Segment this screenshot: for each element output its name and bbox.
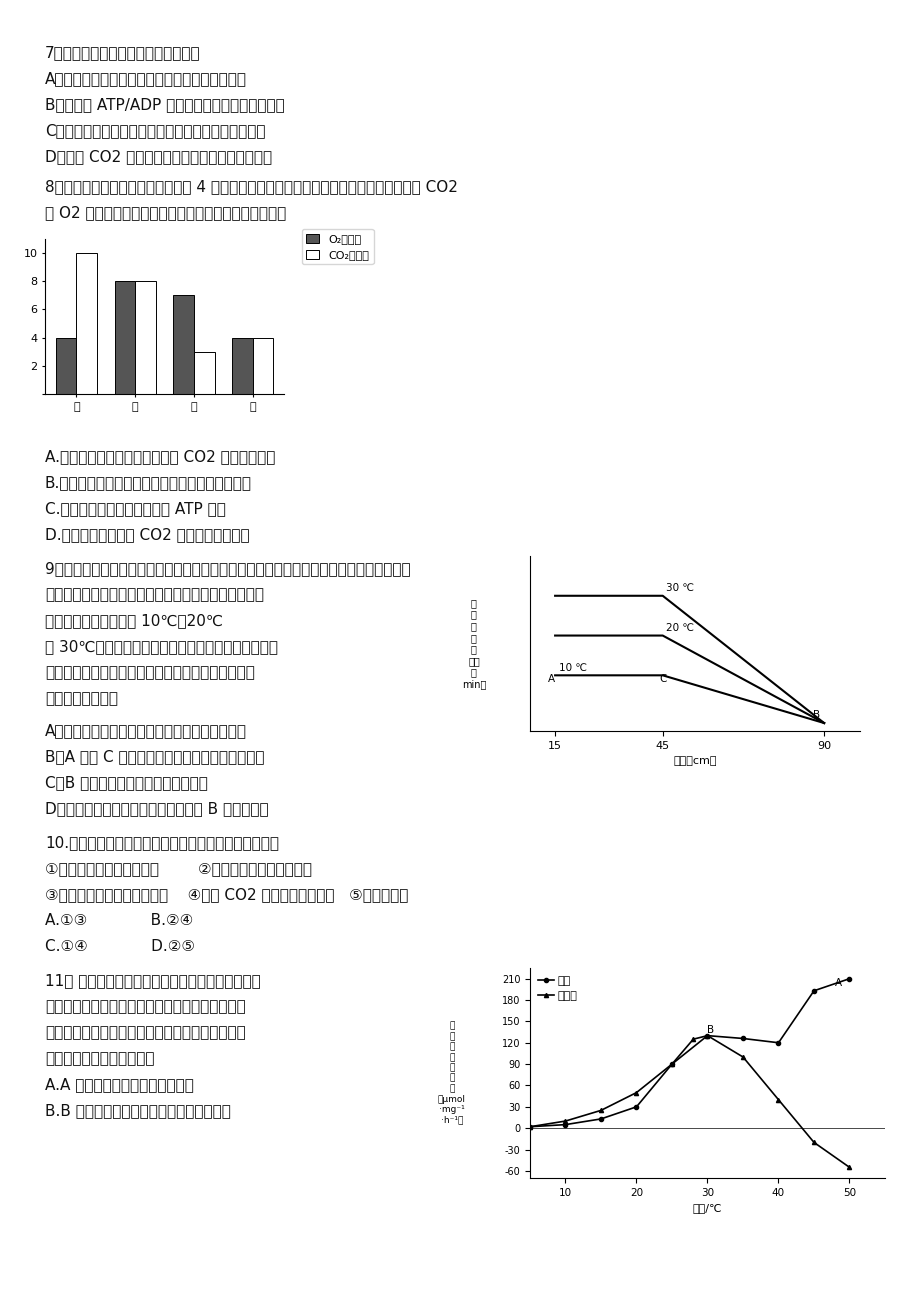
Line: 黑暗下: 黑暗下	[528, 1034, 851, 1169]
黑暗下	[630, 1085, 641, 1100]
黑暗下	[772, 1092, 783, 1108]
黑暗下	[737, 1049, 748, 1065]
黑暗下	[665, 1056, 676, 1072]
Text: 和 O2 体积变化的相对値如下图。下列叙述正确的是（）: 和 O2 体积变化的相对値如下图。下列叙述正确的是（）	[45, 204, 286, 220]
Text: D．若在缺镁的培养液中进行此实验则 B 点向右移动: D．若在缺镁的培养液中进行此实验则 B 点向右移动	[45, 801, 268, 816]
Legend: 光下, 黑暗下: 光下, 黑暗下	[535, 974, 579, 1004]
Text: D．检测 CO2 产生可判断乳酸菌是否进行细胞呼吸: D．检测 CO2 产生可判断乳酸菌是否进行细胞呼吸	[45, 148, 272, 164]
Text: 离体发菜细胞的光合与呼吸速率的影响，结果如右: 离体发菜细胞的光合与呼吸速率的影响，结果如右	[45, 1025, 245, 1040]
Text: B．细胞中 ATP/ADP 的比値下降，可促进细胞呼吸: B．细胞中 ATP/ADP 的比値下降，可促进细胞呼吸	[45, 98, 285, 112]
黑暗下	[808, 1134, 819, 1150]
Text: 20 ℃: 20 ℃	[665, 622, 694, 633]
光下	[701, 1027, 712, 1043]
Text: B．A 点和 C 点的限制因素分别为温度和光照强度: B．A 点和 C 点的限制因素分别为温度和光照强度	[45, 749, 265, 764]
Text: C．线粒体均匀分布在细胞质中，完成细胞呼吸全过程: C．线粒体均匀分布在细胞质中，完成细胞呼吸全过程	[45, 122, 266, 138]
Text: 叙述错误的是（）: 叙述错误的是（）	[45, 691, 118, 706]
Text: C: C	[658, 673, 665, 684]
Text: B: B	[812, 711, 820, 720]
Bar	[135, 281, 155, 395]
Text: 枝条产生的气泡数目，结果如右下图所示。下列相关: 枝条产生的气泡数目，结果如右下图所示。下列相关	[45, 665, 255, 680]
光下	[737, 1031, 748, 1047]
Bar	[56, 337, 76, 395]
光下	[560, 1117, 571, 1133]
Text: B.B 点时发菜细胞光合速率与呼吸速率相等: B.B 点时发菜细胞光合速率与呼吸速率相等	[45, 1103, 231, 1118]
Text: A.①③             B.②④: A.①③ B.②④	[45, 913, 193, 928]
Text: A: A	[834, 978, 842, 988]
光下	[808, 983, 819, 999]
Bar	[115, 281, 135, 395]
黑暗下	[560, 1113, 571, 1129]
黑暗下	[843, 1160, 854, 1176]
Text: A．该实验研究光照强度和温度对光合速率的影响: A．该实验研究光照强度和温度对光合速率的影响	[45, 723, 246, 738]
Bar	[76, 253, 96, 395]
Text: B: B	[707, 1026, 714, 1035]
X-axis label: 温度/℃: 温度/℃	[692, 1203, 721, 1213]
Text: 和 30℃下进行实验，观察并记录不同距离下单位时间: 和 30℃下进行实验，观察并记录不同距离下单位时间	[45, 639, 278, 654]
Text: 11、 科学家从发菜中分离出发菜细胞进行液体悬浮: 11、 科学家从发菜中分离出发菜细胞进行液体悬浮	[45, 973, 260, 988]
光下	[595, 1111, 606, 1126]
Bar	[173, 296, 194, 395]
Text: C．B 点条件下伊乐藻能进行光合作用: C．B 点条件下伊乐藻能进行光合作用	[45, 775, 208, 790]
Text: 气
泡
产
生
量
（个
／
min）: 气 泡 产 生 量 （个 ／ min）	[461, 598, 485, 689]
Text: 7、下列关于细胞呼吸的叙述正确的是: 7、下列关于细胞呼吸的叙述正确的是	[45, 46, 200, 60]
Text: B.乙条件下，有氧呼吸比无氧呼吸消耗的葡萄糖多: B.乙条件下，有氧呼吸比无氧呼吸消耗的葡萄糖多	[45, 475, 252, 490]
Text: A．细胞呼吸是分解有机物，释放大量能量的过程: A．细胞呼吸是分解有机物，释放大量能量的过程	[45, 72, 246, 86]
Text: A: A	[548, 673, 554, 684]
Text: A.A 点时发菜细胞不进行光合作用: A.A 点时发菜细胞不进行光合作用	[45, 1077, 194, 1092]
Text: 10 ℃: 10 ℃	[558, 663, 586, 673]
Text: 吸
氧
和
放
氧
速
率
（μmol
·mg⁻¹
·h⁻¹）: 吸 氧 和 放 氧 速 率 （μmol ·mg⁻¹ ·h⁻¹）	[437, 1022, 465, 1125]
Text: 30 ℃: 30 ℃	[665, 583, 694, 592]
Text: 10.关于光合作用和化能合成作用的叙述，正确的是（）: 10.关于光合作用和化能合成作用的叙述，正确的是（）	[45, 835, 278, 850]
黑暗下	[595, 1103, 606, 1118]
Text: ①都属异养生物的营养方式        ②都属自养生物的营养方式: ①都属异养生物的营养方式 ②都属自养生物的营养方式	[45, 861, 312, 876]
Line: 光下: 光下	[528, 976, 851, 1129]
黑暗下	[701, 1027, 712, 1043]
X-axis label: 距离（cm）: 距离（cm）	[673, 756, 716, 767]
光下	[843, 971, 854, 987]
Text: ③合成作用所利用的能量相同    ④都将 CO2 和水合成为有机物   ⑤都需要光照: ③合成作用所利用的能量相同 ④都将 CO2 和水合成为有机物 ⑤都需要光照	[45, 887, 408, 902]
Text: C.丙条件下，细胞呼吸产生的 ATP 最少: C.丙条件下，细胞呼吸产生的 ATP 最少	[45, 501, 226, 516]
光下	[772, 1035, 783, 1051]
Text: 9、某学校生物兴趣小组用伊乐藻进行光合作用的实验，将一枝伊乐藻浸在加有适宜培养液: 9、某学校生物兴趣小组用伊乐藻进行光合作用的实验，将一枝伊乐藻浸在加有适宜培养液	[45, 561, 410, 575]
Text: A.甲条件下，细胞呼吸的产物除 CO2 外，还有乳酸: A.甲条件下，细胞呼吸的产物除 CO2 外，还有乳酸	[45, 449, 275, 464]
Text: D.丁条件下，产物中 CO2 全部由线粒体产生: D.丁条件下，产物中 CO2 全部由线粒体产生	[45, 527, 249, 542]
Legend: O₂吸收量, CO₂释放量: O₂吸收量, CO₂释放量	[301, 229, 373, 264]
黑暗下	[524, 1118, 535, 1134]
Text: 的大试管中，以白炽灯作为光源，移动白炽灯调节其与: 的大试管中，以白炽灯作为光源，移动白炽灯调节其与	[45, 587, 264, 602]
光下	[524, 1118, 535, 1134]
Text: 培养，通过实验测定了液体悬浮培养条件下温度对: 培养，通过实验测定了液体悬浮培养条件下温度对	[45, 999, 245, 1014]
Text: C.①④             D.②⑤: C.①④ D.②⑤	[45, 939, 195, 954]
光下	[630, 1099, 641, 1115]
光下	[665, 1056, 676, 1072]
Bar	[232, 337, 253, 395]
Bar	[194, 352, 214, 395]
黑暗下	[687, 1031, 698, 1047]
Text: 8、将含酵母菌的葡萄糖溶液均分为 4 份，分别置于甲、乙、丙、丁四种条件下培养，测得 CO2: 8、将含酵母菌的葡萄糖溶液均分为 4 份，分别置于甲、乙、丙、丁四种条件下培养，…	[45, 178, 458, 194]
Bar	[253, 337, 273, 395]
Text: 大试管的距离，分别在 10℃、20℃: 大试管的距离，分别在 10℃、20℃	[45, 613, 222, 628]
Text: 图。相关分析正确的是（）: 图。相关分析正确的是（）	[45, 1051, 154, 1066]
